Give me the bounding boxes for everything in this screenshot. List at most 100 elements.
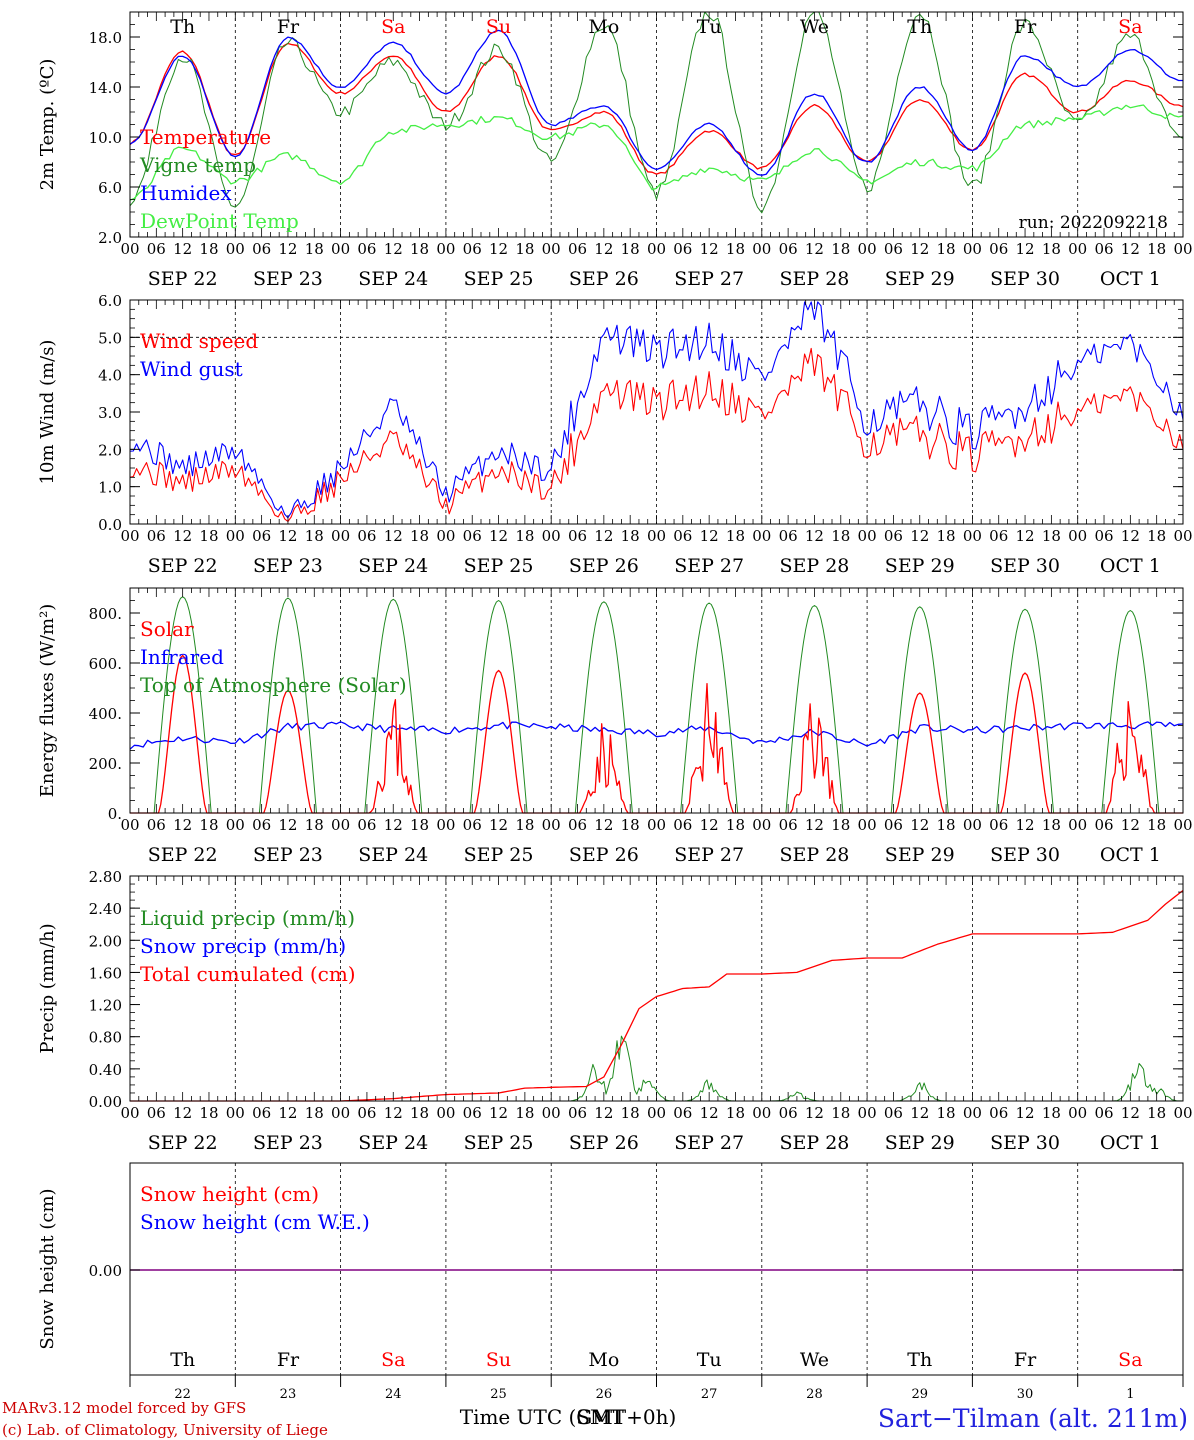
x-hour-label: 00 xyxy=(120,240,139,258)
y-tick-label: 1.0 xyxy=(98,479,122,497)
y-tick-label: 0.0 xyxy=(98,516,122,534)
y-tick-label: 1.20 xyxy=(89,997,122,1015)
x-date-label: SEP 27 xyxy=(674,1132,744,1154)
x-hour-label: 00 xyxy=(752,816,771,834)
credit-line-1: MARv3.12 model forced by GFS xyxy=(2,1399,246,1417)
x-date-label: OCT 1 xyxy=(1100,268,1161,290)
y-tick-label: 2.0 xyxy=(98,441,122,459)
x-hour-label: 00 xyxy=(436,1104,455,1122)
legend-entry: Wind speed xyxy=(140,329,258,353)
day-number-label: 30 xyxy=(1017,1387,1034,1402)
x-axis-title: Time UTC (GMT+0h) xyxy=(460,1405,677,1429)
y-tick-label: 3.0 xyxy=(98,404,122,422)
x-date-label: SEP 25 xyxy=(464,555,534,577)
day-number-label: 27 xyxy=(701,1387,718,1402)
x-date-label: SEP 26 xyxy=(569,844,639,866)
day-number-label: 1 xyxy=(1126,1387,1134,1402)
x-hour-label: 00 xyxy=(1173,816,1192,834)
x-hour-label: 12 xyxy=(910,240,929,258)
day-number-label: 26 xyxy=(596,1387,613,1402)
x-date-label: OCT 1 xyxy=(1100,1132,1161,1154)
x-hour-label: 00 xyxy=(331,527,350,545)
x-hour-label: 06 xyxy=(989,816,1008,834)
x-hour-label: 12 xyxy=(489,527,508,545)
legend-entry: Solar xyxy=(140,617,194,641)
x-hour-label: 06 xyxy=(673,816,692,834)
x-hour-label: 18 xyxy=(937,816,956,834)
day-abbr-label: Th xyxy=(170,1349,195,1371)
x-hour-label: 00 xyxy=(647,527,666,545)
x-hour-label: 06 xyxy=(568,527,587,545)
series-line-humidex xyxy=(129,29,1183,176)
x-hour-label: 00 xyxy=(1173,527,1192,545)
legend-entry: Snow precip (mm/h) xyxy=(140,934,346,958)
x-date-label: SEP 23 xyxy=(253,268,323,290)
x-hour-label: 18 xyxy=(1147,527,1166,545)
x-hour-label: 12 xyxy=(1016,816,1035,834)
x-date-label: SEP 28 xyxy=(780,555,850,577)
day-abbr-label: Fr xyxy=(1014,16,1037,38)
x-hour-label: 06 xyxy=(884,240,903,258)
x-hour-label: 00 xyxy=(963,816,982,834)
x-hour-label: 12 xyxy=(594,527,613,545)
x-hour-label: 18 xyxy=(410,240,429,258)
x-hour-label: 06 xyxy=(147,1104,166,1122)
x-hour-label: 18 xyxy=(305,816,324,834)
x-date-label: SEP 26 xyxy=(569,555,639,577)
legend-entry: Snow height (cm) xyxy=(140,1182,319,1206)
series-line-dewpoint-temp xyxy=(129,104,1184,201)
x-date-label: SEP 27 xyxy=(674,555,744,577)
x-hour-label: 18 xyxy=(199,240,218,258)
legend-entry: Temperature xyxy=(140,125,271,149)
day-abbr-label: We xyxy=(800,1349,829,1371)
y-tick-label: 0.80 xyxy=(89,1029,122,1047)
day-number-label: 24 xyxy=(385,1387,402,1402)
x-hour-label: 00 xyxy=(331,240,350,258)
x-hour-label: 06 xyxy=(252,240,271,258)
x-hour-label: 12 xyxy=(489,816,508,834)
x-hour-label: 12 xyxy=(700,240,719,258)
x-hour-label: 00 xyxy=(120,527,139,545)
x-date-label: SEP 30 xyxy=(990,844,1060,866)
x-hour-label: 06 xyxy=(1094,816,1113,834)
x-hour-label: 06 xyxy=(252,527,271,545)
x-hour-label: 00 xyxy=(120,816,139,834)
x-hour-label: 18 xyxy=(1042,240,1061,258)
x-hour-label: 12 xyxy=(1016,240,1035,258)
legend-entry: Wind gust xyxy=(140,357,243,381)
x-date-label: SEP 30 xyxy=(990,1132,1060,1154)
legend-entry: Total cumulated (cm) xyxy=(140,962,356,986)
legend-entry: Humidex xyxy=(140,181,232,205)
x-hour-label: 00 xyxy=(226,240,245,258)
x-hour-label: 06 xyxy=(673,527,692,545)
series-line-wind-gust xyxy=(129,301,1184,519)
x-hour-label: 06 xyxy=(568,240,587,258)
x-hour-label: 00 xyxy=(858,816,877,834)
day-abbr-label: Th xyxy=(907,16,932,38)
x-hour-label: 12 xyxy=(173,527,192,545)
x-hour-label: 18 xyxy=(937,240,956,258)
y-tick-label: 0. xyxy=(108,805,122,823)
x-date-label: SEP 29 xyxy=(885,1132,955,1154)
x-hour-label: 00 xyxy=(752,240,771,258)
x-hour-label: 00 xyxy=(331,1104,350,1122)
x-hour-label: 12 xyxy=(384,527,403,545)
x-hour-label: 12 xyxy=(805,816,824,834)
x-hour-label: 12 xyxy=(384,1104,403,1122)
x-hour-label: 12 xyxy=(384,240,403,258)
x-hour-label: 00 xyxy=(752,1104,771,1122)
x-hour-label: 00 xyxy=(647,1104,666,1122)
legend-entry: Top of Atmosphere (Solar) xyxy=(140,673,407,697)
legend-entry: Vigne temp xyxy=(139,153,256,177)
x-date-label: SEP 28 xyxy=(780,1132,850,1154)
series-line-temperature xyxy=(129,42,1184,175)
x-hour-label: 00 xyxy=(226,1104,245,1122)
day-abbr-label: Mo xyxy=(588,16,619,38)
x-hour-label: 00 xyxy=(1068,816,1087,834)
y-tick-label: 0.00 xyxy=(89,1093,122,1111)
y-tick-label: 2.40 xyxy=(89,900,122,918)
y-tick-label: 2.00 xyxy=(89,932,122,950)
x-hour-label: 18 xyxy=(515,816,534,834)
x-hour-label: 06 xyxy=(1094,1104,1113,1122)
